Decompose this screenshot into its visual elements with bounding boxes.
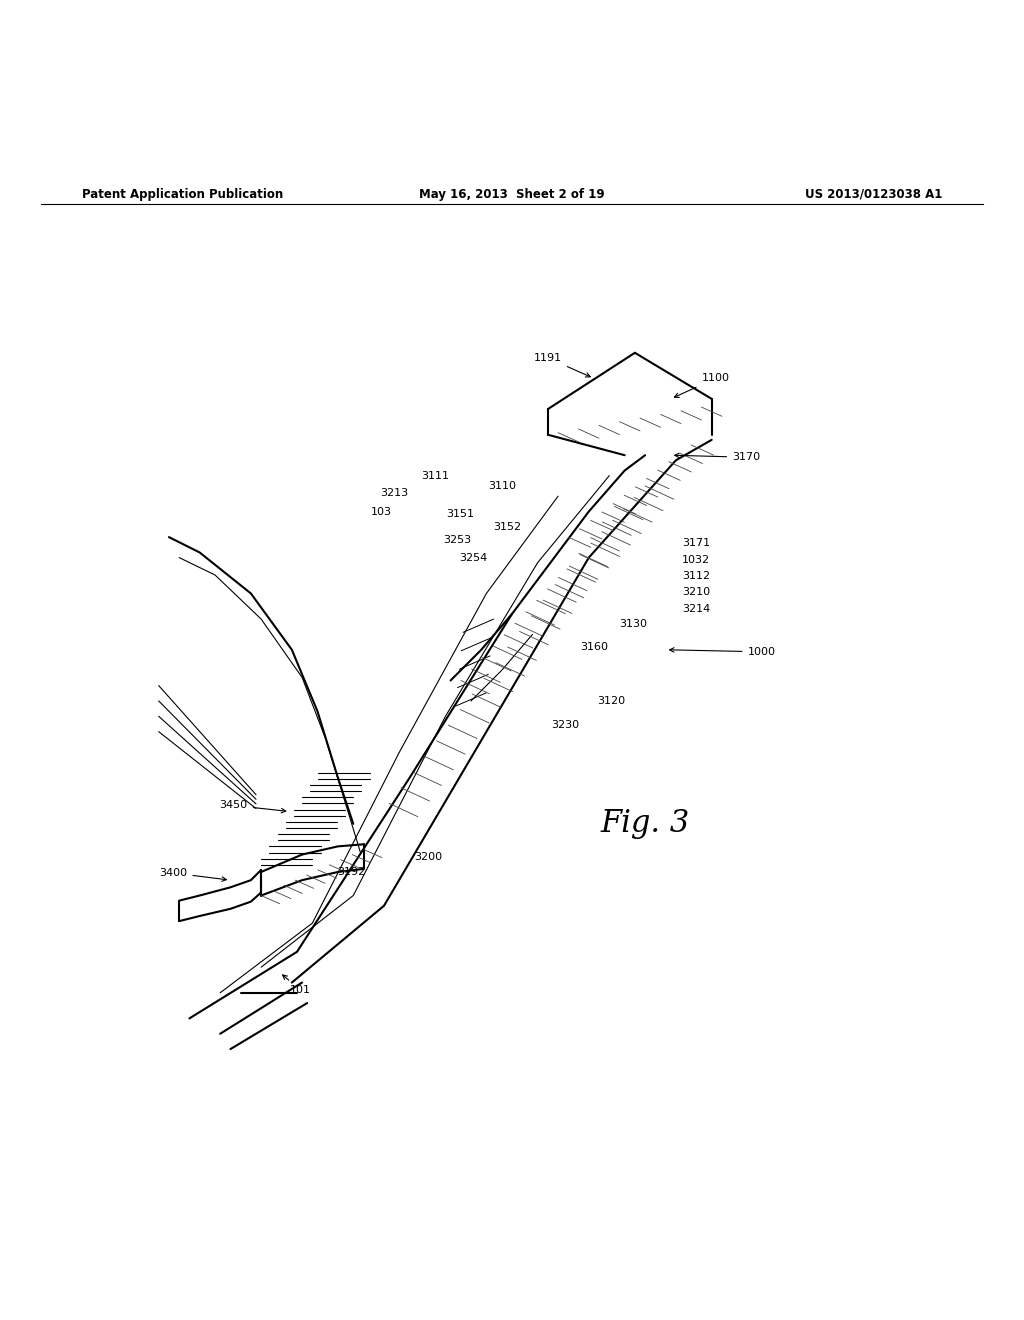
Text: 3254: 3254: [459, 553, 487, 562]
Text: 3213: 3213: [380, 488, 409, 498]
Text: 3160: 3160: [580, 642, 608, 652]
Text: 1191: 1191: [534, 352, 590, 378]
Text: 1000: 1000: [670, 647, 775, 657]
Text: 3110: 3110: [487, 480, 516, 491]
Text: 101: 101: [283, 975, 310, 995]
Text: 3120: 3120: [597, 696, 626, 706]
Text: 1032: 1032: [682, 554, 711, 565]
Text: 3230: 3230: [551, 719, 580, 730]
Text: Fig. 3: Fig. 3: [600, 808, 690, 840]
Text: US 2013/0123038 A1: US 2013/0123038 A1: [805, 187, 942, 201]
Text: 3210: 3210: [682, 587, 711, 598]
Text: 1100: 1100: [675, 374, 729, 397]
Text: May 16, 2013  Sheet 2 of 19: May 16, 2013 Sheet 2 of 19: [419, 187, 605, 201]
Text: 3214: 3214: [682, 603, 711, 614]
Text: 3152: 3152: [493, 521, 521, 532]
Text: 3112: 3112: [682, 572, 711, 581]
Text: 3200: 3200: [414, 851, 442, 862]
Text: 3130: 3130: [618, 619, 647, 630]
Text: 3111: 3111: [421, 471, 450, 480]
Text: 3151: 3151: [445, 508, 474, 519]
Text: 3170: 3170: [675, 453, 760, 462]
Text: 3171: 3171: [682, 539, 711, 548]
Text: Patent Application Publication: Patent Application Publication: [82, 187, 284, 201]
Text: 3450: 3450: [220, 800, 286, 813]
Text: 3253: 3253: [443, 535, 472, 545]
Text: 3192: 3192: [337, 867, 366, 876]
Text: 3400: 3400: [160, 869, 226, 882]
Text: 103: 103: [371, 507, 391, 516]
